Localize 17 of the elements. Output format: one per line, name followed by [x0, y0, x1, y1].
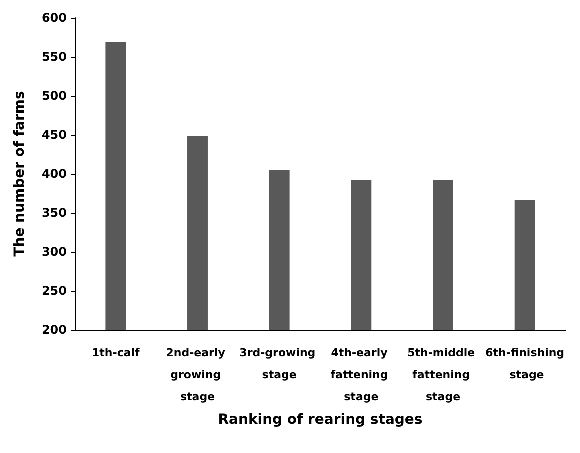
y-tick-label: 200	[42, 323, 67, 337]
y-tick-label: 450	[42, 128, 67, 142]
x-tick-label: 3rd-growing stage	[240, 346, 320, 382]
y-tick-label: 400	[42, 167, 67, 181]
y-tick-label: 250	[42, 284, 67, 298]
y-tick-label: 300	[42, 245, 67, 259]
y-tick-label: 600	[42, 11, 67, 25]
x-tick-label: 1th-calf	[92, 346, 140, 360]
y-axis-title: The number of farms	[12, 91, 28, 257]
y-tick-label: 550	[42, 50, 67, 64]
x-axis-title: Ranking of rearing stages	[218, 412, 423, 428]
y-tick-label: 500	[42, 89, 67, 103]
y-tick-label: 350	[42, 206, 67, 220]
x-tick-label: 4th-early fattening stage	[330, 346, 392, 404]
x-tick-label: 2nd-early growing stage	[166, 346, 230, 404]
x-tick-label: 6th-finishing stage	[486, 346, 565, 382]
x-tick-label: 5th-middle fattening stage	[408, 346, 479, 404]
